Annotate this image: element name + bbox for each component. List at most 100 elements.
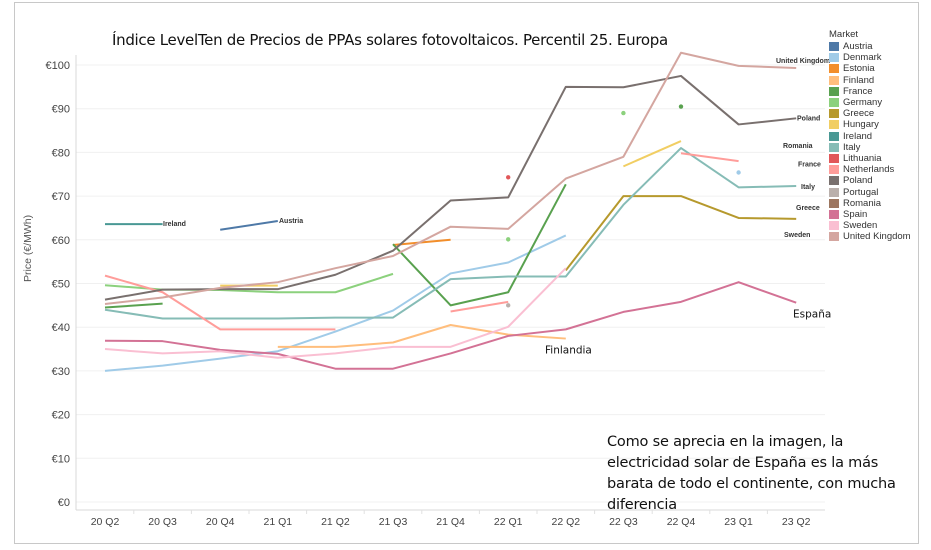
legend-item[interactable]: Spain bbox=[829, 209, 911, 220]
series-label: United Kingdom bbox=[776, 58, 830, 65]
series-denmark bbox=[104, 170, 741, 372]
series-poland bbox=[104, 74, 797, 301]
legend-item[interactable]: Portugal bbox=[829, 186, 911, 198]
series-united-kingdom bbox=[104, 51, 797, 306]
y-tick-label: €30 bbox=[52, 366, 70, 378]
y-tick-label: €20 bbox=[52, 410, 70, 422]
data-point bbox=[506, 237, 511, 242]
series-line bbox=[104, 274, 336, 331]
x-tick-label: 21 Q1 bbox=[263, 516, 292, 528]
series-line bbox=[220, 220, 278, 231]
legend-swatch bbox=[829, 131, 839, 141]
legend-swatch bbox=[829, 142, 839, 152]
series-label: Italy bbox=[801, 184, 815, 191]
series-line bbox=[104, 281, 797, 370]
legend-item[interactable]: Sweden bbox=[829, 220, 911, 231]
series-italy bbox=[104, 147, 797, 320]
legend-label: Austria bbox=[843, 41, 873, 53]
legend-item[interactable]: Netherlands bbox=[829, 164, 911, 175]
series-netherlands bbox=[104, 152, 739, 331]
series-labels: Austria Finlandia France Greece Ireland Italy… bbox=[163, 58, 831, 357]
legend-item[interactable]: Ireland bbox=[829, 131, 911, 142]
legend-swatch bbox=[829, 53, 839, 63]
series-label: France bbox=[798, 161, 821, 168]
legend-item[interactable]: Austria bbox=[829, 41, 911, 52]
series-sweden bbox=[104, 267, 567, 359]
legend-label: Lithuania bbox=[843, 152, 882, 164]
legend-label: France bbox=[843, 85, 873, 97]
series-lines bbox=[104, 51, 797, 372]
chart-title: Índice LevelTen de Precios de PPAs solar… bbox=[112, 31, 668, 49]
legend-swatch bbox=[829, 221, 839, 231]
series-line bbox=[104, 234, 567, 372]
series-label: Sweden bbox=[784, 232, 810, 239]
data-point bbox=[736, 170, 741, 175]
series-line bbox=[450, 300, 509, 313]
legend-label: Netherlands bbox=[843, 164, 895, 176]
x-tick-label: 22 Q1 bbox=[494, 516, 523, 528]
legend-swatch bbox=[829, 176, 839, 186]
legend-swatch bbox=[829, 198, 839, 208]
data-point bbox=[621, 110, 626, 116]
legend-item[interactable]: Poland bbox=[829, 175, 911, 186]
y-tick-label: €70 bbox=[52, 191, 70, 203]
series-line bbox=[104, 267, 567, 359]
x-tick-label: 21 Q3 bbox=[379, 516, 408, 528]
legend-item[interactable]: Denmark bbox=[829, 52, 911, 63]
legend-label: Hungary bbox=[843, 119, 879, 131]
legend-item[interactable]: Germany bbox=[829, 97, 911, 108]
legend-swatch bbox=[829, 109, 839, 119]
series-label: Ireland bbox=[163, 221, 186, 228]
legend-label: Finland bbox=[843, 74, 875, 86]
legend-label: Portugal bbox=[843, 186, 879, 198]
series-label: Austria bbox=[279, 218, 303, 225]
y-tick-label: €50 bbox=[52, 279, 70, 291]
series-line bbox=[104, 147, 797, 320]
legend-item[interactable]: Greece bbox=[829, 108, 911, 119]
legend-swatch bbox=[829, 86, 839, 96]
series-portugal bbox=[506, 303, 511, 308]
y-tick-label: €60 bbox=[52, 235, 70, 247]
series-line bbox=[392, 183, 567, 307]
legend-item[interactable]: Lithuania bbox=[829, 153, 911, 164]
series-line bbox=[622, 140, 682, 168]
legend-swatch bbox=[829, 153, 839, 163]
series-lithuania bbox=[506, 175, 511, 180]
legend-swatch bbox=[829, 42, 839, 52]
legend-label: Denmark bbox=[843, 52, 882, 64]
legend-item[interactable]: Italy bbox=[829, 142, 911, 153]
y-axis: €0 €10 €20 €30 €40 €50 €60 €70 €80 €90 €100 bbox=[46, 55, 77, 510]
y-axis-label: Price (€/MWh) bbox=[22, 214, 34, 282]
x-tick-label: 23 Q2 bbox=[782, 516, 811, 528]
series-austria bbox=[220, 220, 278, 231]
x-tick-label: 22 Q4 bbox=[667, 516, 696, 528]
legend-label: Romania bbox=[843, 197, 882, 209]
series-label: Greece bbox=[796, 205, 820, 212]
legend: Market Austria Denmark Estonia Finland Franc… bbox=[829, 29, 911, 242]
series-line bbox=[104, 51, 797, 306]
legend-label: Italy bbox=[843, 141, 861, 153]
legend-label: Germany bbox=[843, 97, 883, 109]
legend-item[interactable]: Romania bbox=[829, 198, 911, 209]
legend-swatch bbox=[829, 75, 839, 85]
legend-label: Sweden bbox=[843, 220, 878, 232]
legend-label: Poland bbox=[843, 175, 873, 187]
series-hungary bbox=[220, 140, 682, 287]
legend-item[interactable]: United Kingdom bbox=[829, 231, 911, 242]
legend-swatch bbox=[829, 209, 839, 219]
x-tick-label: 23 Q1 bbox=[724, 516, 753, 528]
series-spain bbox=[104, 281, 797, 370]
legend-item[interactable]: Estonia bbox=[829, 63, 911, 74]
x-tick-label: 22 Q2 bbox=[551, 516, 580, 528]
series-line bbox=[104, 74, 797, 301]
x-tick-label: 22 Q3 bbox=[609, 516, 638, 528]
legend-item[interactable]: Finland bbox=[829, 75, 911, 86]
series-label: Finlandia bbox=[545, 345, 592, 357]
x-axis: 20 Q2 20 Q3 20 Q4 21 Q1 21 Q2 21 Q3 21 Q4 22 Q1… bbox=[76, 509, 825, 528]
data-point bbox=[506, 303, 511, 308]
x-tick-label: 20 Q3 bbox=[148, 516, 177, 528]
legend-item[interactable]: France bbox=[829, 86, 911, 97]
legend-swatch bbox=[829, 120, 839, 130]
legend-item[interactable]: Hungary bbox=[829, 119, 911, 130]
